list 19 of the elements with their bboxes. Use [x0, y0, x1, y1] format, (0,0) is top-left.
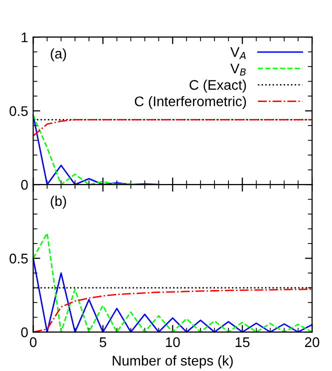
x-tick-label: 20 [305, 337, 320, 348]
x-axis-title: Number of steps (k) [112, 355, 233, 368]
legend-label: V$_{B}$ [230, 64, 246, 76]
y-tick-label: 0.5 [10, 106, 28, 116]
x-tick-label: 5 [100, 337, 106, 348]
x-tick-label: 15 [236, 337, 250, 348]
y-tick-label: 0 [21, 180, 28, 190]
line-series [32, 114, 132, 186]
legend-label: C (Interferometric) [134, 96, 246, 110]
y-tick-label: 1 [22, 32, 28, 42]
y-tick-label: 0.5 [10, 254, 28, 264]
x-tick-label: 0 [30, 337, 37, 348]
line-series [32, 118, 313, 137]
legend-label: C (Exact) [190, 80, 246, 93]
y-tick-label: 0 [21, 327, 28, 338]
x-tick-label: 10 [166, 337, 180, 348]
legend-label: V$_{A}$ [230, 47, 246, 60]
annotation: (b) [50, 196, 66, 209]
annotation: (a) [50, 48, 66, 62]
